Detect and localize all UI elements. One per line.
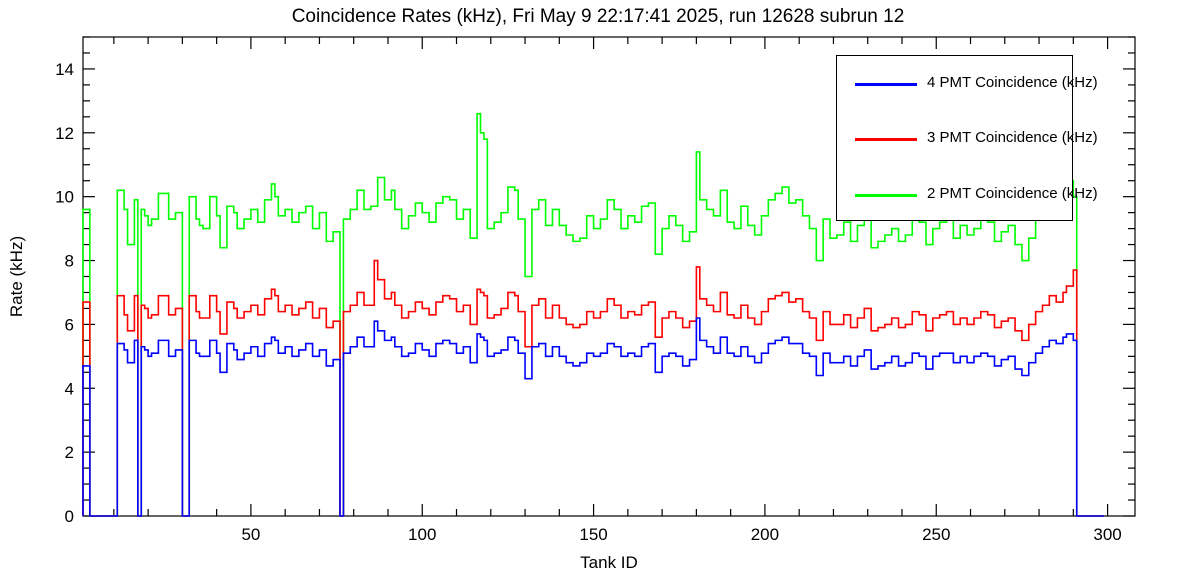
x-tick-label: 150 xyxy=(579,525,607,544)
series-3pmt-trace xyxy=(82,259,1105,517)
legend-swatch-icon xyxy=(855,138,917,142)
legend-label: 3 PMT Coincidence (kHz) xyxy=(927,129,1098,147)
y-tick-label: 14 xyxy=(55,60,74,79)
x-axis: 50 100 150 200 250 300 xyxy=(113,37,1122,544)
legend-label: 2 PMT Coincidence (kHz) xyxy=(927,184,1098,202)
legend-item-3pmt[interactable]: 3 PMT Coincidence (kHz) xyxy=(837,111,1098,166)
x-tick-label: 200 xyxy=(751,525,779,544)
y-tick-label: 4 xyxy=(65,379,74,398)
y-tick-label: 6 xyxy=(65,315,74,334)
legend-label: 4 PMT Coincidence (kHz) xyxy=(927,74,1098,91)
y-tick-label: 8 xyxy=(65,252,74,271)
y-tick-label: 10 xyxy=(55,188,74,207)
page-title: Coincidence Rates (kHz), Fri May 9 22:17… xyxy=(291,6,905,27)
x-tick-label: 300 xyxy=(1093,525,1121,544)
series-4pmt-trace xyxy=(82,317,1105,517)
legend-item-2pmt[interactable]: 2 PMT Coincidence (kHz) xyxy=(837,167,1098,222)
y-tick-label: 2 xyxy=(65,443,74,462)
x-axis-title: Tank ID xyxy=(580,553,638,572)
x-tick-label: 250 xyxy=(922,525,950,544)
y-tick-label: 12 xyxy=(55,124,74,143)
x-tick-label: 100 xyxy=(408,525,436,544)
y-axis-title: Rate (kHz) xyxy=(7,236,26,317)
legend: 4 PMT Coincidence (kHz) 3 PMT Coincidence… xyxy=(836,55,1098,222)
y-axis: 0 2 4 6 8 10 12 14 xyxy=(55,36,1135,526)
y-tick-label: 0 xyxy=(65,507,74,526)
series-2pmt-trace xyxy=(82,112,1105,517)
x-tick-label: 50 xyxy=(241,525,260,544)
legend-swatch-icon xyxy=(855,193,917,197)
legend-item-4pmt[interactable]: 4 PMT Coincidence (kHz) xyxy=(837,56,1098,111)
legend-swatch-icon xyxy=(855,83,917,86)
